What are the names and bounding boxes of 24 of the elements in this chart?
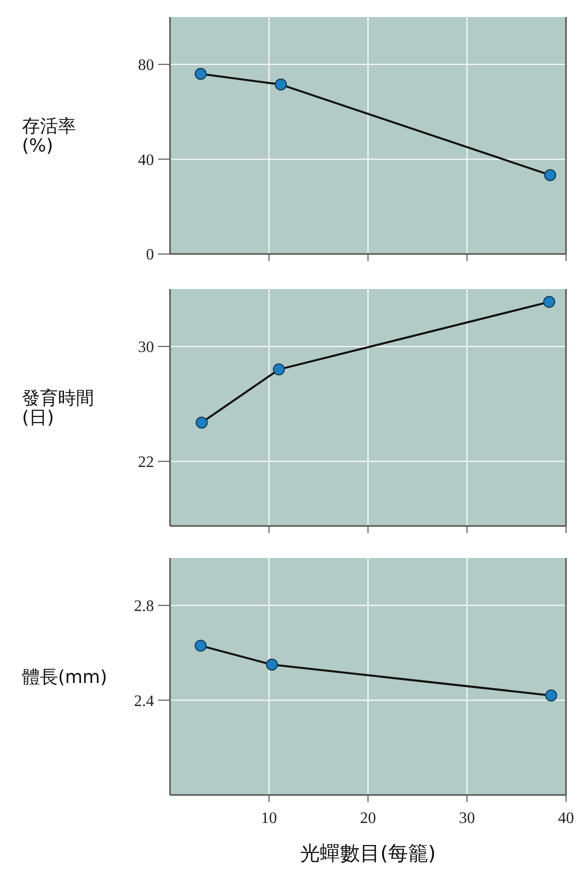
x-tick-label: 20 xyxy=(360,810,376,827)
point xyxy=(272,363,285,376)
point xyxy=(274,78,287,91)
y-axis-title: 體長(mm) xyxy=(22,666,108,688)
point xyxy=(545,689,558,702)
y-tick-label: 22 xyxy=(138,454,154,471)
y-axis-title: 發育時間 (日) xyxy=(22,388,94,429)
y-axis-title: 存活率 (%) xyxy=(22,116,76,157)
x-tick-label: 30 xyxy=(459,810,475,827)
point xyxy=(544,169,556,182)
y-tick-label: 2.8 xyxy=(134,598,154,615)
point xyxy=(543,296,556,308)
y-tick-label: 2.4 xyxy=(134,692,154,710)
point xyxy=(266,658,278,671)
y-tick-label: 0 xyxy=(146,246,154,264)
point xyxy=(194,640,207,652)
x-tick-label: 40 xyxy=(558,810,574,827)
point xyxy=(194,68,207,80)
y-tick-label: 40 xyxy=(138,152,154,169)
x-axis-title: 光蟬數目(每籠) xyxy=(300,841,436,865)
point xyxy=(196,416,208,429)
y-tick-label: 30 xyxy=(138,339,154,356)
x-tick-label: 10 xyxy=(261,810,277,827)
y-tick-label: 80 xyxy=(138,57,154,74)
